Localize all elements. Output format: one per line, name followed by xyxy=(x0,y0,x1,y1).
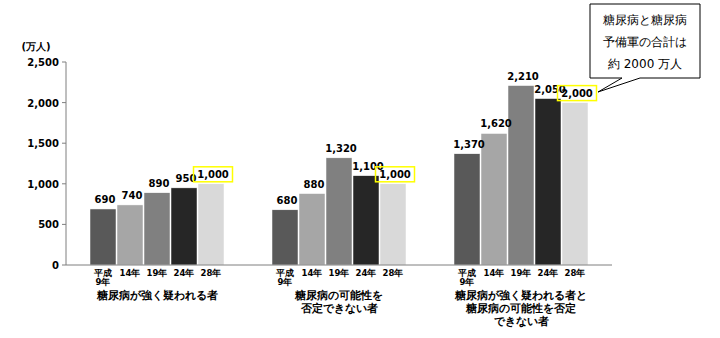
bar xyxy=(380,184,406,265)
bar-label: 14年 xyxy=(484,268,505,278)
y-tick xyxy=(62,224,66,225)
bar-label: 28年 xyxy=(565,268,586,278)
bar xyxy=(326,158,352,265)
y-tick-label: 0 xyxy=(52,260,59,271)
bar-label: 平成9年 xyxy=(457,268,476,287)
callout-box xyxy=(590,4,700,92)
chart-svg: (万人) 0 500 1,000 1,500 2,000 2,500 690 平成9年 740 14… xyxy=(0,0,720,338)
bar-label: 24年 xyxy=(174,268,195,278)
data-label: 680 xyxy=(277,195,298,206)
bar-label: 24年 xyxy=(538,268,559,278)
label-highlight xyxy=(558,86,597,101)
bar-label: 19年 xyxy=(147,268,168,278)
bar-label: 14年 xyxy=(302,268,323,278)
bar-label: 28年 xyxy=(201,268,222,278)
bar-label: 19年 xyxy=(329,268,350,278)
category-label: 糖尿病が強く疑われる者 xyxy=(96,289,218,302)
y-tick xyxy=(62,265,66,266)
data-label: 1,000 xyxy=(197,169,229,180)
data-label: 2,000 xyxy=(561,88,593,99)
bar-label: 平成9年 xyxy=(93,268,112,287)
bar xyxy=(562,103,588,265)
y-axis-label: (万人) xyxy=(21,41,50,52)
data-label: 2,210 xyxy=(507,71,539,82)
category-label: 糖尿病の可能性を否定できない者 xyxy=(294,289,383,315)
y-axis xyxy=(66,62,67,265)
bar xyxy=(454,154,480,265)
data-label: 890 xyxy=(149,178,170,189)
y-tick xyxy=(62,62,66,63)
callout-text: 糖尿病と糖尿病予備軍の合計は約 2000 万人 xyxy=(603,13,687,71)
data-label: 1,320 xyxy=(325,143,357,154)
label-highlight xyxy=(194,167,233,182)
y-tick-label: 2,000 xyxy=(27,98,59,109)
bar-label: 28年 xyxy=(383,268,404,278)
label-highlight xyxy=(376,167,415,182)
bar xyxy=(90,209,116,265)
y-tick xyxy=(62,143,66,144)
bar-label: 平成9年 xyxy=(275,268,294,287)
y-tick-label: 1,000 xyxy=(27,179,59,190)
data-label: 1,000 xyxy=(379,169,411,180)
bar xyxy=(481,133,507,265)
bar-label: 19年 xyxy=(511,268,532,278)
category-label: 糖尿病が強く疑われる者と糖尿病の可能性を否定できない者 xyxy=(454,289,587,328)
bars xyxy=(90,86,588,265)
bar xyxy=(198,184,224,265)
y-tick-label: 1,500 xyxy=(27,138,59,149)
data-label: 880 xyxy=(304,179,325,190)
bar xyxy=(272,210,298,265)
bar xyxy=(508,86,534,265)
y-tick xyxy=(62,183,66,184)
callout: 糖尿病と糖尿病予備軍の合計は約 2000 万人 xyxy=(590,4,700,92)
y-tick xyxy=(62,102,66,103)
labels: 690平成9年74014年89019年95024年1,00028年糖尿病が強く疑… xyxy=(93,71,597,328)
y-tick-label: 500 xyxy=(38,219,59,230)
bar-label: 24年 xyxy=(356,268,377,278)
bar xyxy=(144,193,170,265)
x-axis xyxy=(66,265,612,266)
bar xyxy=(117,205,143,265)
bar xyxy=(299,194,325,265)
bar xyxy=(535,99,561,265)
y-tick-label: 2,500 xyxy=(27,57,59,68)
data-label: 1,620 xyxy=(480,118,512,129)
data-label: 690 xyxy=(95,194,116,205)
bar xyxy=(353,176,379,265)
data-label: 1,370 xyxy=(453,139,485,150)
bar-label: 14年 xyxy=(120,268,141,278)
data-label: 740 xyxy=(122,190,143,201)
bar xyxy=(171,188,197,265)
chart-container: (万人) 0 500 1,000 1,500 2,000 2,500 690 平成9年 740 14… xyxy=(0,0,720,338)
